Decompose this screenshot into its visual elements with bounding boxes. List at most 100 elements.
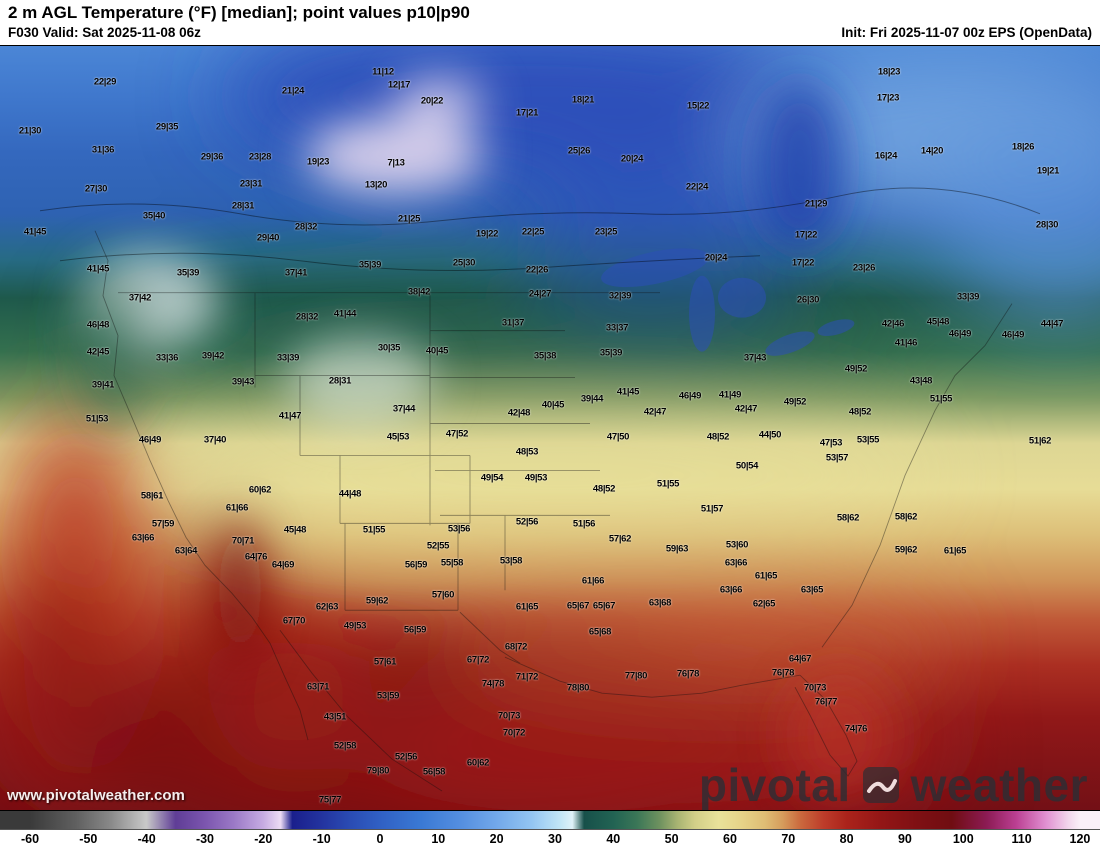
point-value: 56|59 <box>403 624 427 636</box>
boundary-lines <box>94 230 1013 792</box>
point-value: 46|49 <box>948 328 972 340</box>
point-value: 31|36 <box>91 144 115 156</box>
colorbar-gradient <box>0 810 1100 830</box>
point-value: 28|31 <box>231 200 255 212</box>
point-value: 28|32 <box>294 221 318 233</box>
point-value: 53|56 <box>447 523 471 535</box>
point-value: 53|55 <box>856 434 880 446</box>
point-value: 14|20 <box>920 145 944 157</box>
point-value: 61|65 <box>515 601 539 613</box>
point-value: 49|52 <box>844 363 868 375</box>
point-value: 53|58 <box>499 555 523 567</box>
point-value: 23|28 <box>248 151 272 163</box>
point-value: 57|59 <box>151 518 175 530</box>
point-value: 77|80 <box>624 670 648 682</box>
point-value: 16|24 <box>874 150 898 162</box>
point-value: 57|61 <box>373 656 397 668</box>
point-value: 23|31 <box>239 178 263 190</box>
point-value: 49|53 <box>343 620 367 632</box>
colorbar-tick: 120 <box>1069 832 1091 846</box>
colorbar-tick: 90 <box>897 832 912 846</box>
contour-lines <box>39 187 1041 271</box>
colorbar-tick: 20 <box>489 832 504 846</box>
point-value: 20|24 <box>704 252 728 264</box>
point-value: 33|36 <box>155 352 179 364</box>
point-value: 41|46 <box>894 337 918 349</box>
point-value: 28|30 <box>1035 219 1059 231</box>
point-value: 64|76 <box>244 551 268 563</box>
brand-word-weather: weather <box>910 759 1088 810</box>
point-value: 65|67 <box>566 600 590 612</box>
point-value: 61|66 <box>225 502 249 514</box>
point-value: 40|45 <box>541 399 565 411</box>
point-value: 28|31 <box>328 375 352 387</box>
point-value: 49|53 <box>524 472 548 484</box>
point-value: 37|44 <box>392 403 416 415</box>
point-value: 18|23 <box>877 66 901 78</box>
point-value: 60|62 <box>248 484 272 496</box>
point-value: 25|30 <box>452 257 476 269</box>
point-value: 39|43 <box>231 376 255 388</box>
point-value: 70|71 <box>231 535 255 547</box>
colorbar-tick: 50 <box>664 832 679 846</box>
point-value: 37|41 <box>284 267 308 279</box>
point-value: 23|25 <box>594 226 618 238</box>
point-value: 41|44 <box>333 308 357 320</box>
point-value: 22|24 <box>685 181 709 193</box>
point-value: 38|42 <box>407 286 431 298</box>
point-value: 45|48 <box>926 316 950 328</box>
point-value: 17|21 <box>515 107 539 119</box>
point-value: 7|13 <box>387 157 405 169</box>
map-header: 2 m AGL Temperature (°F) [median]; point… <box>0 0 1100 45</box>
point-value: 39|42 <box>201 350 225 362</box>
point-value: 62|63 <box>315 601 339 613</box>
point-value: 25|26 <box>567 145 591 157</box>
temperature-shading-art <box>0 46 1100 810</box>
point-value: 46|48 <box>86 319 110 331</box>
point-value: 33|37 <box>605 322 629 334</box>
brand-word-pivotal: pivotal <box>698 759 851 810</box>
map-canvas[interactable]: 22|29 21|24 11|12 12|17 20|22 17|21 18|21 15|22… <box>0 45 1100 810</box>
point-value: 23|26 <box>852 262 876 274</box>
point-value: 67|70 <box>282 615 306 627</box>
point-value: 18|26 <box>1011 141 1035 153</box>
point-value: 59|62 <box>365 595 389 607</box>
point-value: 70|73 <box>497 710 521 722</box>
point-value: 63|68 <box>648 597 672 609</box>
valid-time-label: F030 Valid: Sat 2025-11-08 06z <box>8 25 201 40</box>
point-value: 39|41 <box>91 379 115 391</box>
point-value: 20|22 <box>420 95 444 107</box>
point-value: 19|22 <box>475 228 499 240</box>
colorbar-tick: 0 <box>376 832 384 846</box>
point-value: 43|51 <box>323 711 347 723</box>
point-value: 49|54 <box>480 472 504 484</box>
point-value: 59|62 <box>894 544 918 556</box>
point-value: 37|40 <box>203 434 227 446</box>
point-value: 51|55 <box>656 478 680 490</box>
point-value: 61|65 <box>943 545 967 557</box>
point-value: 78|80 <box>566 682 590 694</box>
point-value: 39|44 <box>580 393 604 405</box>
point-value: 51|62 <box>1028 435 1052 447</box>
great-lakes-shapes <box>601 248 855 356</box>
colorbar-tick: -30 <box>195 832 215 846</box>
point-value: 49|52 <box>783 396 807 408</box>
point-value: 27|30 <box>84 183 108 195</box>
point-value: 52|55 <box>426 540 450 552</box>
pivotal-logo-icon <box>862 767 899 803</box>
point-value: 42|48 <box>507 407 531 419</box>
point-value: 20|24 <box>620 153 644 165</box>
temperature-colorbar: -60 -50 -40 -30 -20 -10 0 10 20 30 40 50 60 70 80 90 100… <box>0 810 1100 850</box>
watermark-url: www.pivotalweather.com <box>7 787 185 804</box>
point-value: 45|53 <box>386 431 410 443</box>
point-value: 51|53 <box>85 413 109 424</box>
point-value: 21|24 <box>281 85 305 97</box>
point-value: 47|52 <box>445 428 469 440</box>
point-value: 58|62 <box>894 511 918 523</box>
point-value: 31|37 <box>501 317 525 329</box>
point-value: 71|72 <box>515 671 539 683</box>
point-value: 41|49 <box>718 389 742 401</box>
point-value: 58|62 <box>836 512 860 524</box>
point-value: 42|47 <box>643 406 667 418</box>
point-value: 52|56 <box>515 516 539 528</box>
